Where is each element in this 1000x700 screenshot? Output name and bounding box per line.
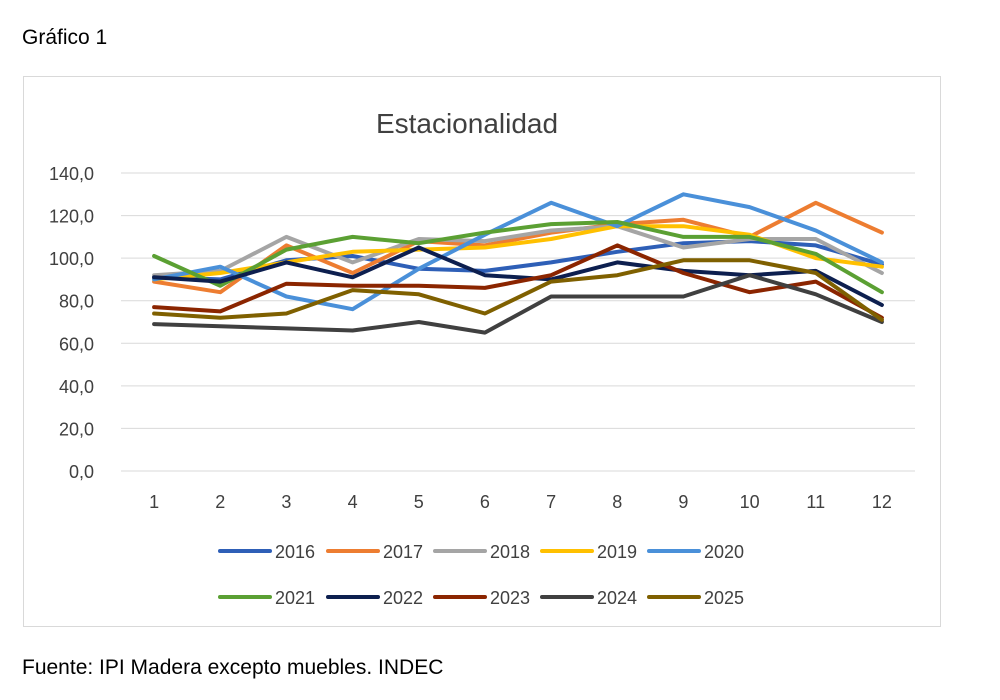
legend: 2016 2017 2018 2019 2020 2021 2022 2023 2024 2025 xyxy=(218,542,744,608)
figure-label: Gráfico 1 xyxy=(22,26,108,49)
y-tick-label: 100,0 xyxy=(49,249,94,269)
legend-label-2025: 2025 xyxy=(704,588,744,608)
series-line-2025 xyxy=(152,258,884,322)
x-tick-label: 12 xyxy=(872,492,892,512)
chart-title: Estacionalidad xyxy=(376,108,558,139)
series-line-2017 xyxy=(152,200,884,295)
series-line-2021 xyxy=(152,220,884,295)
legend-label-2019: 2019 xyxy=(597,542,637,562)
legend-label-2024: 2024 xyxy=(597,588,637,608)
source-note: Fuente: IPI Madera excepto muebles. INDE… xyxy=(22,656,444,679)
legend-label-2021: 2021 xyxy=(275,588,315,608)
x-tick-label: 2 xyxy=(215,492,225,512)
y-tick-label: 20,0 xyxy=(59,419,94,439)
x-axis-tick-labels: 1 2 3 4 5 6 7 8 9 10 11 12 xyxy=(149,492,892,512)
x-tick-label: 8 xyxy=(612,492,622,512)
series-line-2020 xyxy=(152,192,884,312)
y-tick-label: 60,0 xyxy=(59,334,94,354)
legend-label-2018: 2018 xyxy=(490,542,530,562)
legend-label-2016: 2016 xyxy=(275,542,315,562)
legend-label-2022: 2022 xyxy=(383,588,423,608)
y-tick-label: 140,0 xyxy=(49,164,94,184)
y-tick-label: 80,0 xyxy=(59,292,94,312)
x-tick-label: 1 xyxy=(149,492,159,512)
series-line-2022 xyxy=(152,245,884,307)
x-tick-label: 9 xyxy=(678,492,688,512)
legend-label-2023: 2023 xyxy=(490,588,530,608)
line-chart: Estacionalidad 0,0 20,0 40,0 60,0 80,0 100,0 1… xyxy=(49,108,915,608)
series-lines xyxy=(152,192,884,335)
series-line-2023 xyxy=(152,243,884,320)
x-tick-label: 6 xyxy=(480,492,490,512)
x-tick-label: 4 xyxy=(348,492,358,512)
y-tick-label: 0,0 xyxy=(69,462,94,482)
y-axis-tick-labels: 0,0 20,0 40,0 60,0 80,0 100,0 120,0 140,0 xyxy=(49,164,94,482)
x-tick-label: 3 xyxy=(281,492,291,512)
x-tick-label: 10 xyxy=(740,492,760,512)
legend-label-2020: 2020 xyxy=(704,542,744,562)
y-tick-label: 40,0 xyxy=(59,377,94,397)
x-tick-label: 5 xyxy=(414,492,424,512)
legend-label-2017: 2017 xyxy=(383,542,423,562)
y-tick-label: 120,0 xyxy=(49,207,94,227)
x-tick-label: 7 xyxy=(546,492,556,512)
series-line-2024 xyxy=(152,273,884,335)
gridlines xyxy=(121,172,915,472)
chart-frame: Estacionalidad 0,0 20,0 40,0 60,0 80,0 100,0 1… xyxy=(23,76,941,627)
x-tick-label: 11 xyxy=(806,492,825,512)
